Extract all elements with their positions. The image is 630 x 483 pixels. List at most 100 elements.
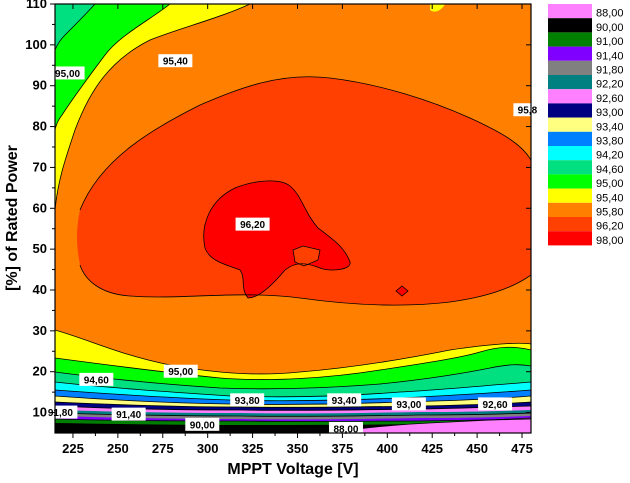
region-88-00-bottom [330, 418, 531, 433]
y-tick-label: 70 [33, 159, 47, 174]
contour-label-bg [328, 421, 363, 435]
region-98-00 [203, 180, 351, 298]
contour-label: 93,40 [332, 396, 357, 407]
legend-label: 95,80 [596, 207, 624, 219]
y-tick-label: 50 [33, 241, 47, 256]
contour-label: 88,00 [333, 424, 358, 435]
legend-label: 88,00 [596, 8, 624, 20]
legend-swatch [548, 202, 592, 217]
legend-label: 98,00 [596, 235, 624, 247]
legend-label: 93,00 [596, 107, 624, 119]
region-98-hole [292, 245, 321, 267]
legend-swatch [548, 18, 592, 33]
y-tick-label: 100 [25, 37, 47, 52]
contour-lines [55, 4, 531, 433]
legend-label: 90,00 [596, 22, 624, 34]
legend-swatch [548, 46, 592, 61]
contour-label: 91,80 [48, 408, 73, 419]
x-tick-label: 400 [376, 441, 398, 456]
legend-label: 94,20 [596, 150, 624, 162]
contour-label-bg [163, 364, 198, 378]
legend-swatch [548, 146, 592, 161]
legend-swatch [548, 131, 592, 146]
y-tick-label: 30 [33, 323, 47, 338]
x-tick-label: 475 [511, 441, 533, 456]
contour-label-bg [391, 397, 426, 411]
contour-label-bg [79, 372, 114, 386]
legend-label: 93,80 [596, 136, 624, 148]
legend-swatch [548, 231, 592, 246]
legend-label: 92,60 [596, 93, 624, 105]
x-tick-label: 375 [332, 441, 354, 456]
y-tick-label: 90 [33, 78, 47, 93]
contour-label-bg [43, 405, 78, 419]
region-96-20 [77, 76, 531, 306]
y-tick-label: 80 [33, 119, 47, 134]
legend-swatch [548, 60, 592, 75]
contour-label: 91,40 [116, 410, 141, 421]
x-tick-label: 325 [242, 441, 264, 456]
x-tick-label: 300 [197, 441, 219, 456]
legend-label: 93,40 [596, 121, 624, 133]
legend-swatch [548, 32, 592, 47]
legend-label: 96,20 [596, 221, 624, 233]
x-tick-label: 450 [466, 441, 488, 456]
legend-swatch [548, 174, 592, 189]
contour-label: 93,00 [396, 400, 421, 411]
legend: 88,00 90,00 91,00 91,40 91,80 92,20 92,60 93,00… [548, 4, 624, 247]
legend-swatch [548, 75, 592, 90]
contour-label: 96,20 [240, 220, 265, 231]
x-tick-label: 425 [421, 441, 443, 456]
contour-label: 93,80 [235, 396, 260, 407]
contour-label-bg [230, 393, 265, 407]
x-tick-label: 250 [107, 441, 129, 456]
y-tick-label: 110 [26, 0, 47, 11]
contour-label: 95,00 [55, 69, 80, 80]
contour-label-bg [158, 54, 193, 68]
contour-label-bg [50, 66, 85, 80]
legend-label: 91,40 [596, 50, 624, 62]
legend-swatch [548, 4, 592, 19]
legend-swatch [548, 117, 592, 132]
x-axis: 225 250 275 300 325 350 375 400 425 450 475 [62, 4, 533, 456]
contour-label-bg [513, 103, 542, 117]
legend-swatch [548, 89, 592, 104]
region-95-00-top-left [55, 4, 170, 130]
contour-regions [55, 4, 531, 433]
x-axis-title: MPPT Voltage [V] [227, 461, 358, 478]
plot-frame [54, 3, 532, 434]
y-tick-label: 10 [33, 405, 47, 420]
y-tick-label: 60 [33, 200, 47, 215]
contour-label: 94,60 [84, 375, 109, 386]
legend-label: 91,80 [596, 65, 624, 77]
legend-label: 92,20 [596, 79, 624, 91]
legend-swatch [548, 103, 592, 118]
region-94-60-top-left [55, 4, 95, 50]
legend-label: 94,60 [596, 164, 624, 176]
legend-label: 91,00 [596, 36, 624, 48]
region-95-40-top-right [430, 4, 445, 12]
x-tick-label: 275 [152, 441, 174, 456]
contour-label: 95,8 [518, 106, 538, 117]
region-98-spot [395, 285, 409, 297]
contour-label: 92,60 [483, 400, 508, 411]
legend-swatch [548, 217, 592, 232]
contour-label: 90,00 [190, 420, 215, 431]
y-tick-label: 40 [33, 282, 47, 297]
contour-label-bg [185, 417, 220, 431]
legend-swatch [548, 188, 592, 203]
legend-swatch [548, 160, 592, 175]
y-axis-title: [%] of Rated Power [4, 145, 21, 291]
x-tick-label: 350 [287, 441, 309, 456]
legend-label: 95,00 [596, 178, 624, 190]
contour-label: 95,40 [163, 57, 188, 68]
y-axis: 10 20 30 40 50 60 70 80 90 100 110 [25, 0, 531, 420]
x-tick-label: 225 [62, 441, 84, 456]
contour-label-bg [478, 397, 513, 411]
contour-labels: 95,40 95,00 95,8 96,20 94,60 95,00 93,80 93,40 9… [43, 54, 542, 435]
y-tick-label: 20 [33, 364, 47, 379]
contour-label: 95,00 [168, 367, 193, 378]
contour-label-bg [235, 217, 270, 231]
legend-label: 95,40 [596, 192, 624, 204]
